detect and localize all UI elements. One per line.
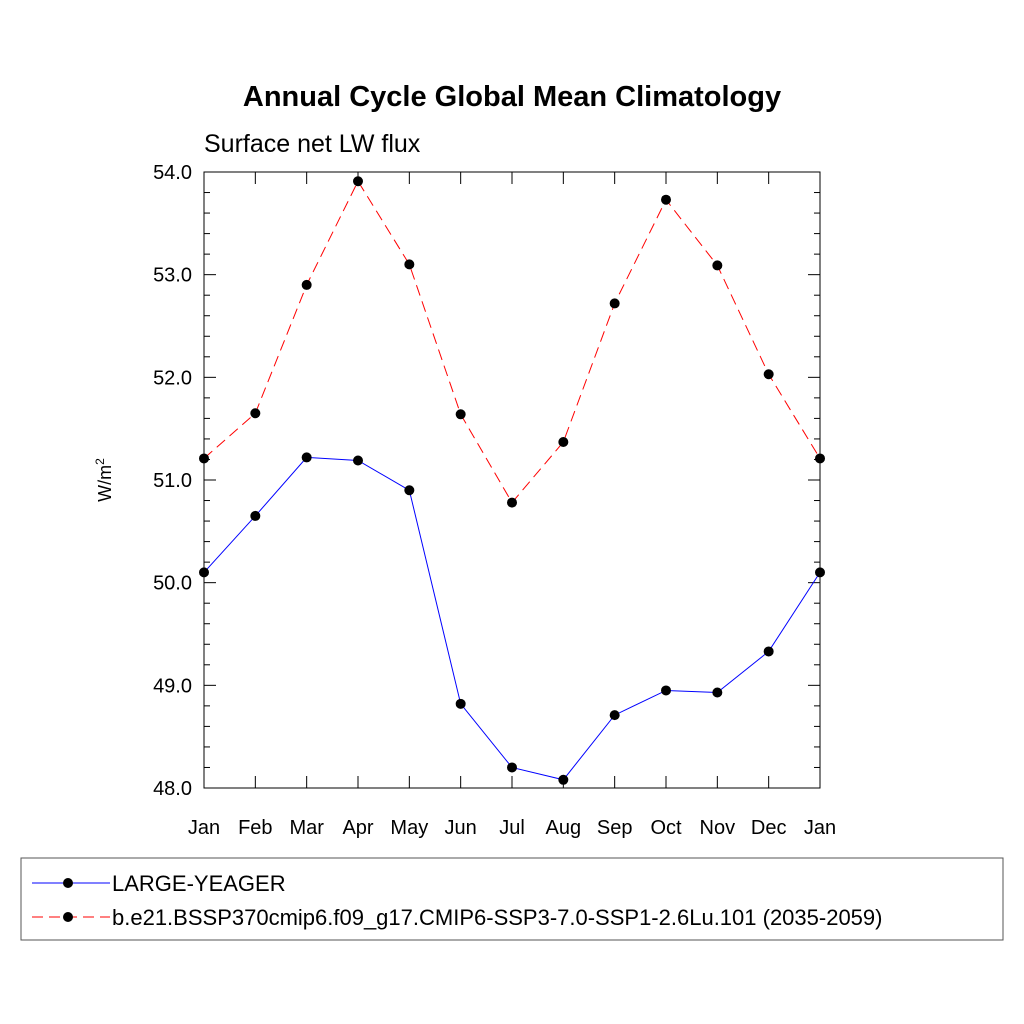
series-2-point: [763, 369, 774, 380]
legend-label-2: b.e21.BSSP370cmip6.f09_g17.CMIP6-SSP3-7.…: [112, 905, 882, 930]
series-2-point: [815, 453, 825, 464]
series-1-point: [250, 510, 261, 521]
x-tick-label: Jan: [188, 817, 220, 839]
series-1-point: [558, 774, 569, 785]
series-1-point: [301, 452, 312, 463]
y-tick-label: 49.0: [153, 675, 192, 697]
series-line-2: [203, 180, 821, 504]
y-axis-label-text: W/m: [95, 465, 115, 502]
x-tick-label: Feb: [238, 817, 272, 839]
y-tick-label: 48.0: [153, 778, 192, 800]
series-1-point: [712, 687, 723, 698]
series-1-point: [763, 646, 774, 657]
y-tick-label: 52.0: [153, 367, 192, 389]
series-2-point: [661, 194, 671, 205]
x-tick-label: Nov: [700, 817, 736, 839]
legend-marker-2: [63, 912, 73, 922]
series-1-point: [661, 685, 671, 696]
chart-title: Annual Cycle Global Mean Climatology: [243, 81, 781, 113]
series-2-point: [301, 279, 312, 290]
series-1-point: [609, 710, 620, 721]
series-1-point: [199, 567, 209, 578]
series-2-point: [353, 176, 363, 187]
y-axis-label-superscript: 2: [93, 458, 107, 465]
x-tick-label: Apr: [342, 817, 373, 839]
x-tick-label: May: [390, 817, 428, 839]
series-2-point: [558, 437, 569, 448]
plot-area: Jan Feb Mar Apr May Jun Jul Aug Sep Oct Nov Dec Jan 4…: [153, 162, 836, 839]
series-1-point: [404, 485, 415, 496]
x-tick-label: Dec: [751, 817, 787, 839]
series-2-point: [609, 298, 620, 309]
x-tick-label: Sep: [597, 817, 633, 839]
plot-frame: [203, 171, 821, 789]
legend-marker-1: [63, 878, 73, 888]
series-1-point: [815, 567, 825, 578]
series-2-point: [507, 497, 517, 508]
series-2-point: [199, 453, 209, 464]
series-1-point: [353, 455, 363, 466]
series-1-point: [507, 762, 517, 773]
y-tick-label: 54.0: [153, 162, 192, 184]
legend: LARGE-YEAGER b.e21.BSSP370cmip6.f09_g17.C…: [20, 857, 1004, 941]
x-tick-label: Aug: [546, 817, 582, 839]
x-tick-label: Jul: [499, 817, 525, 839]
chart-subtitle: Surface net LW flux: [204, 130, 421, 158]
series-2-point: [404, 259, 415, 270]
x-tick-label: Mar: [289, 817, 324, 839]
x-tick-label: Jun: [445, 817, 477, 839]
y-axis-label: W/m2: [93, 458, 115, 502]
y-tick-label: 53.0: [153, 265, 192, 287]
x-tick-label: Jan: [804, 817, 836, 839]
legend-label-1: LARGE-YEAGER: [112, 871, 286, 896]
legend-box: [20, 857, 1004, 941]
x-tick-label: Oct: [650, 817, 682, 839]
y-tick-label: 50.0: [153, 573, 192, 595]
y-tick-label: 51.0: [153, 470, 192, 492]
series-2-point: [455, 409, 466, 420]
series-2-point: [712, 260, 723, 271]
series-2-point: [250, 408, 261, 419]
series-1-point: [455, 698, 466, 709]
